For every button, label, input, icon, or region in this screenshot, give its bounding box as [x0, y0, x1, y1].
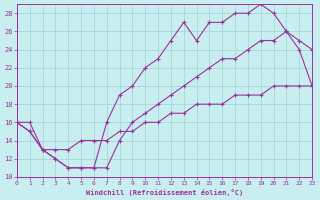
X-axis label: Windchill (Refroidissement éolien,°C): Windchill (Refroidissement éolien,°C): [86, 189, 243, 196]
